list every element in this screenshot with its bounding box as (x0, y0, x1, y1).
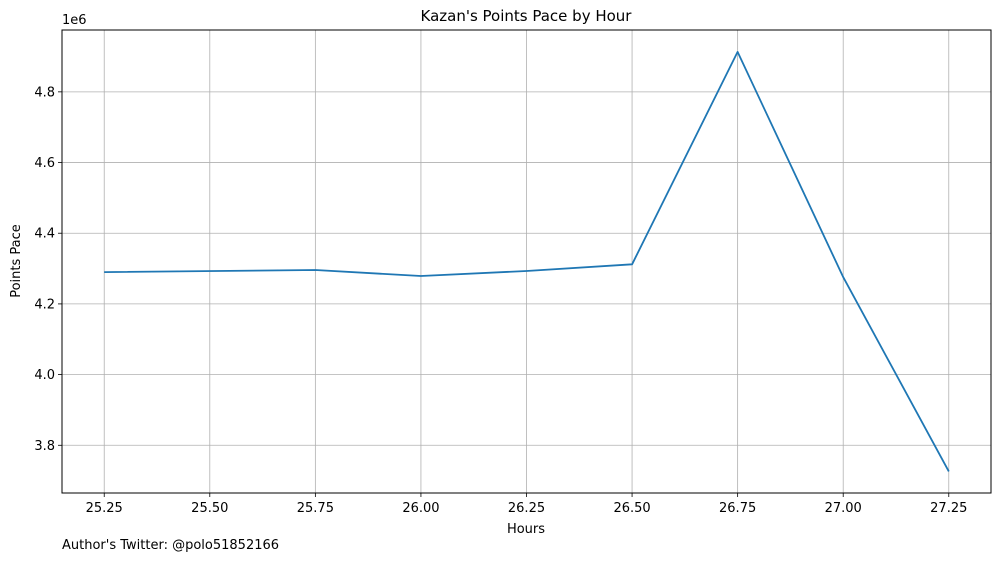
y-tick-label: 4.6 (34, 156, 55, 171)
series-layer (104, 51, 950, 472)
y-offset-label: 1e6 (62, 13, 87, 28)
x-tick-label: 27.25 (930, 501, 967, 516)
x-tick-label: 25.50 (191, 501, 228, 516)
x-tick-label: 27.00 (825, 501, 862, 516)
x-tick-label: 26.00 (402, 501, 439, 516)
y-axis-label: Points Pace (9, 224, 24, 298)
y-axis: 3.8 4.0 4.2 4.4 4.6 4.8 (34, 85, 62, 454)
x-tick-label: 25.25 (86, 501, 123, 516)
y-tick-label: 4.4 (34, 227, 55, 242)
series-line (104, 51, 950, 472)
y-tick-label: 4.8 (34, 85, 55, 100)
x-tick-label: 26.25 (508, 501, 545, 516)
x-tick-label: 26.75 (719, 501, 756, 516)
author-credit: Author's Twitter: @polo51852166 (62, 538, 280, 553)
x-axis-label: Hours (507, 522, 545, 537)
grid (62, 30, 991, 493)
chart-title: Kazan's Points Pace by Hour (421, 7, 633, 25)
y-tick-label: 4.2 (34, 297, 55, 312)
y-tick-label: 4.0 (34, 368, 55, 383)
x-axis: 25.25 25.50 25.75 26.00 26.25 26.50 26.75 27.00… (86, 493, 967, 516)
y-tick-label: 3.8 (34, 439, 55, 454)
x-tick-label: 26.50 (613, 501, 650, 516)
x-tick-label: 25.75 (297, 501, 334, 516)
